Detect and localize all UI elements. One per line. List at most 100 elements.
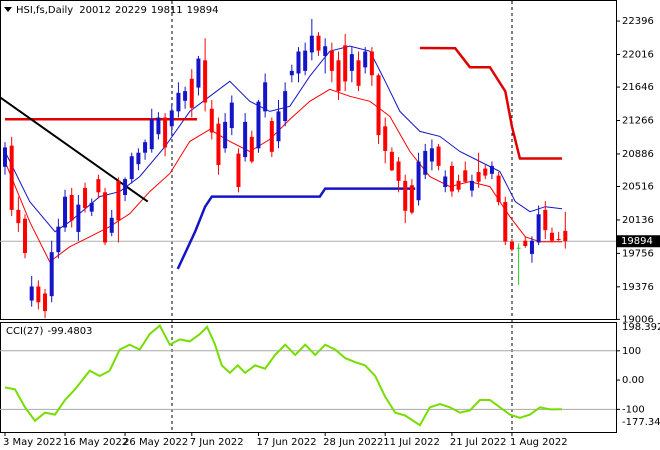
candle-body bbox=[536, 214, 541, 243]
y-tick-label: 19376 bbox=[622, 282, 654, 293]
candle-body bbox=[383, 126, 388, 151]
candle-body bbox=[263, 82, 268, 112]
candle-body bbox=[43, 293, 48, 312]
y-min-label: -177.341 bbox=[622, 417, 660, 428]
candle-body bbox=[283, 91, 288, 122]
candle-body bbox=[369, 51, 374, 76]
candle-body bbox=[23, 218, 28, 254]
candle-body bbox=[83, 187, 88, 209]
overlay-line bbox=[4, 45, 563, 233]
candle-body bbox=[183, 91, 188, 101]
candle-body bbox=[103, 192, 108, 243]
x-tick-label: 7 Jun 2022 bbox=[190, 437, 244, 448]
candle-body bbox=[376, 75, 381, 136]
candle-body bbox=[296, 51, 301, 74]
candle-body bbox=[363, 51, 368, 68]
candle-body bbox=[196, 58, 201, 88]
candle-body bbox=[443, 176, 448, 188]
candle-body bbox=[243, 121, 248, 158]
candle-body bbox=[483, 168, 488, 176]
candle-body bbox=[203, 60, 208, 103]
y-tick-label: 0.00 bbox=[622, 375, 644, 386]
candle-body bbox=[516, 247, 521, 249]
candle-body bbox=[63, 196, 68, 228]
candle-body bbox=[143, 142, 148, 153]
candle-body bbox=[436, 146, 441, 166]
candle-body bbox=[109, 217, 114, 233]
candle-body bbox=[189, 78, 194, 108]
candle-body bbox=[563, 230, 568, 242]
candle-body bbox=[389, 151, 394, 171]
candle-body bbox=[543, 209, 548, 231]
y-max-label: 198.3924 bbox=[622, 322, 660, 333]
y-tick-label: 21646 bbox=[622, 82, 654, 93]
candle-body bbox=[309, 35, 314, 53]
y-tick-label: 20886 bbox=[622, 149, 654, 160]
candle-body bbox=[329, 50, 334, 71]
candle-body bbox=[356, 60, 361, 86]
candle-body bbox=[496, 175, 501, 202]
symbol-menu-icon[interactable] bbox=[4, 7, 12, 12]
candle-body bbox=[469, 180, 474, 191]
price-tag bbox=[617, 235, 660, 248]
candle-body bbox=[343, 45, 348, 82]
candle-body bbox=[489, 165, 494, 174]
candle-body bbox=[49, 252, 54, 297]
indicator-line bbox=[4, 324, 563, 427]
candle-body bbox=[349, 54, 354, 71]
low: 19811 bbox=[151, 5, 183, 16]
candle-body bbox=[229, 102, 234, 129]
candle-body bbox=[336, 60, 341, 92]
candle-body bbox=[323, 46, 328, 56]
candle-body bbox=[549, 232, 554, 241]
current-price-label: 19894 bbox=[621, 236, 653, 247]
y-tick-label: 100 bbox=[622, 346, 641, 357]
candle-body bbox=[503, 201, 508, 242]
candle-body bbox=[36, 286, 41, 303]
candle-body bbox=[3, 147, 8, 167]
candle-body bbox=[129, 156, 134, 180]
candle-body bbox=[29, 286, 34, 301]
x-tick-label: 3 May 2022 bbox=[3, 437, 62, 448]
candle-body bbox=[123, 179, 128, 195]
y-tick-label: -100 bbox=[622, 404, 645, 415]
candle-body bbox=[56, 226, 61, 253]
candle-body bbox=[236, 153, 241, 188]
cci-name: CCI(27) bbox=[6, 326, 44, 337]
candle-body bbox=[463, 170, 468, 182]
candle-body bbox=[149, 119, 154, 150]
close: 19894 bbox=[187, 5, 219, 16]
candle-body bbox=[163, 117, 168, 148]
cci-header: CCI(27) -99.4803 bbox=[6, 326, 92, 337]
candle-body bbox=[523, 240, 528, 246]
overlay-line bbox=[4, 88, 562, 263]
candle-body bbox=[409, 185, 414, 213]
x-tick-label: 1 Aug 2022 bbox=[510, 437, 568, 448]
y-tick-label: 19756 bbox=[622, 248, 654, 259]
candle-body bbox=[423, 150, 428, 175]
candle-body bbox=[16, 209, 21, 224]
candle-body bbox=[476, 172, 481, 182]
candle-body bbox=[289, 70, 294, 76]
overlay-line bbox=[176, 187, 416, 270]
cci-panel bbox=[0, 322, 617, 433]
open: 20012 bbox=[79, 5, 111, 16]
symbol: HSI,fs,Daily bbox=[16, 5, 73, 16]
candle-body bbox=[223, 121, 228, 149]
x-tick-label: 28 Jun 2022 bbox=[323, 437, 383, 448]
y-tick-label: 20516 bbox=[622, 182, 654, 193]
candle-body bbox=[256, 101, 261, 149]
candle-body bbox=[9, 145, 14, 210]
candle-body bbox=[116, 180, 121, 221]
candle-body bbox=[396, 161, 401, 181]
y-tick-label: 22016 bbox=[622, 50, 654, 61]
candle-body bbox=[209, 108, 214, 133]
candle-body bbox=[156, 117, 161, 135]
candle-body bbox=[269, 121, 274, 152]
candle-body bbox=[429, 148, 434, 162]
candle-body bbox=[509, 241, 514, 250]
candle-body bbox=[249, 136, 254, 162]
candle-body bbox=[216, 123, 221, 166]
x-tick-label: 16 May 2022 bbox=[63, 437, 128, 448]
